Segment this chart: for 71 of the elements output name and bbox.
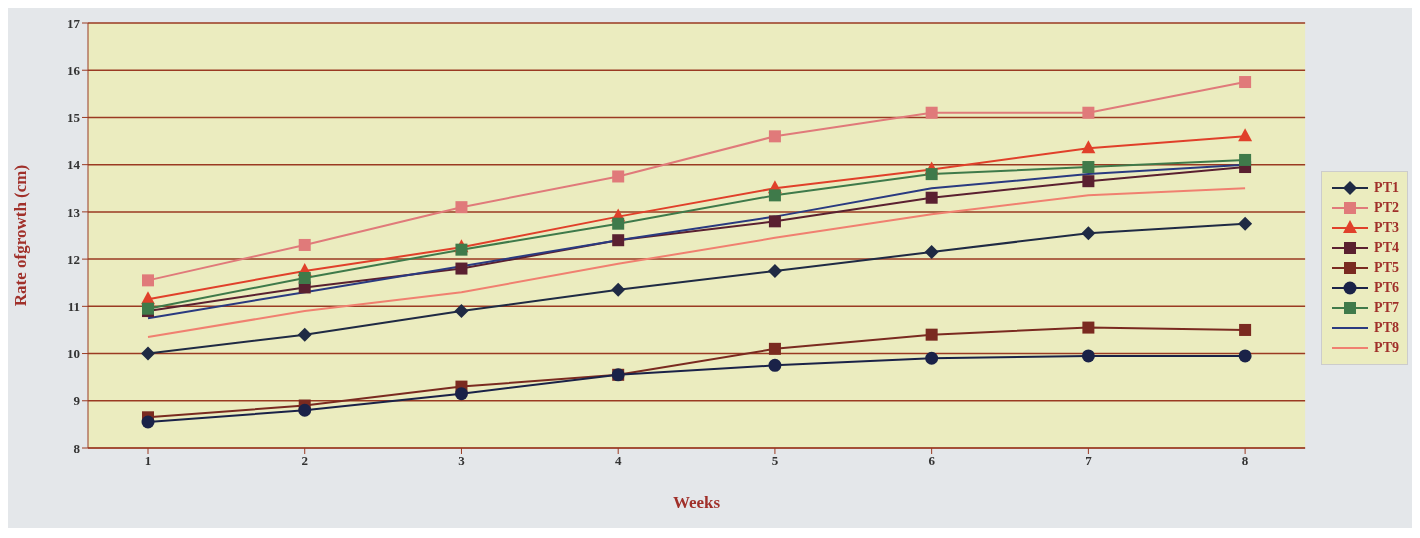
point (1082, 161, 1095, 174)
point (1238, 128, 1253, 142)
y-tick-label: 15 (67, 110, 81, 126)
legend-label: PT9 (1374, 340, 1399, 356)
point (1081, 226, 1096, 241)
point (1239, 76, 1252, 89)
point (1081, 349, 1095, 363)
point (611, 282, 626, 297)
legend-label: PT7 (1374, 300, 1399, 316)
point (1082, 106, 1095, 119)
point (1239, 153, 1252, 166)
point (455, 243, 468, 256)
legend-label: PT8 (1374, 320, 1399, 336)
y-tick-label: 14 (67, 157, 81, 173)
point (924, 245, 939, 260)
x-axis-title: Weeks (672, 493, 721, 512)
point (142, 274, 154, 287)
x-tick-label: 4 (614, 453, 622, 469)
point (1239, 323, 1252, 336)
legend-label: PT2 (1374, 200, 1399, 216)
point (925, 328, 938, 341)
point (1082, 321, 1095, 334)
point (1238, 216, 1253, 231)
point (298, 272, 311, 284)
y-tick-label: 10 (67, 346, 80, 362)
y-tick-label: 17 (67, 15, 81, 31)
point (612, 217, 625, 230)
y-tick-label: 9 (73, 393, 81, 409)
y-tick-label: 11 (67, 298, 80, 314)
point (768, 189, 781, 202)
y-tick-label: 13 (67, 204, 81, 220)
legend-label: PT4 (1374, 240, 1399, 256)
point (768, 358, 782, 372)
point (768, 215, 781, 228)
point (925, 168, 938, 181)
point (925, 191, 938, 204)
point (298, 238, 311, 251)
point (925, 351, 939, 365)
point (298, 403, 312, 417)
line-series (147, 187, 1247, 339)
point (612, 170, 625, 183)
point (455, 262, 468, 275)
point (141, 346, 155, 361)
y-axis-title: Rate ofgrowth (cm) (11, 164, 31, 307)
x-tick-label: 5 (771, 453, 779, 469)
legend-label: PT1 (1374, 180, 1399, 196)
point (297, 327, 312, 342)
x-tick-label: 6 (928, 453, 936, 469)
point (1082, 175, 1095, 188)
legend-label: PT3 (1374, 220, 1399, 236)
legend-label: PT6 (1374, 280, 1399, 296)
legend-label: PT5 (1374, 260, 1399, 276)
point (454, 387, 468, 401)
x-tick-label: 3 (458, 453, 466, 469)
x-tick-label: 8 (1241, 453, 1249, 469)
point (925, 106, 938, 119)
point (767, 263, 782, 278)
y-tick-label: 16 (67, 62, 81, 78)
point (141, 415, 155, 429)
point (768, 130, 781, 143)
point (1081, 140, 1096, 154)
point (454, 304, 469, 319)
point (455, 201, 468, 214)
y-tick-label: 8 (73, 440, 81, 456)
point (768, 342, 781, 355)
x-tick-label: 7 (1085, 453, 1093, 469)
point (1238, 349, 1252, 363)
y-tick-label: 12 (67, 251, 80, 267)
x-tick-label: 2 (301, 453, 308, 469)
point (612, 234, 625, 247)
x-tick-label: 1 (144, 453, 152, 469)
